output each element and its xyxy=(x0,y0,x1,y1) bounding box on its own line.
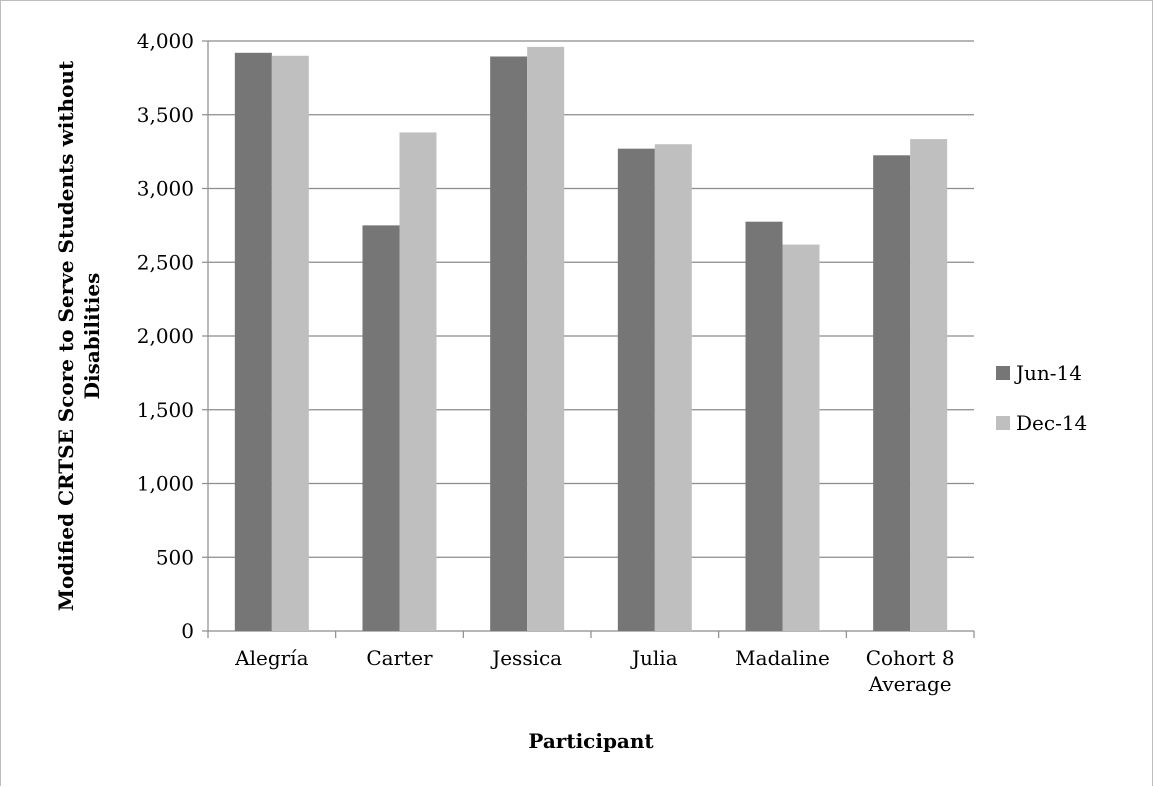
legend-swatch-dec-14 xyxy=(996,416,1010,430)
x-tick-label: Julia xyxy=(630,646,678,670)
x-axis-title: Participant xyxy=(528,729,654,753)
y-tick-label: 2,000 xyxy=(137,324,194,348)
bar-dec-14 xyxy=(782,244,820,632)
bar-dec-14 xyxy=(910,139,948,631)
x-tick-label: Madaline xyxy=(735,646,830,670)
y-tick-label: 3,000 xyxy=(137,177,194,201)
x-tick-label: Average xyxy=(868,672,952,696)
bar-dec-14 xyxy=(527,46,565,631)
y-tick-label: 2,500 xyxy=(137,250,194,274)
y-tick-label: 4,000 xyxy=(137,29,194,53)
y-tick-label: 500 xyxy=(156,545,194,569)
bar-dec-14 xyxy=(399,132,437,631)
legend-label: Dec-14 xyxy=(1016,411,1087,435)
x-tick-label: Jessica xyxy=(490,646,562,670)
bar-dec-14 xyxy=(654,144,692,631)
y-axis-title-line: Modified CRTSE Score to Serve Students w… xyxy=(54,60,78,611)
x-tick-label: Cohort 8 xyxy=(866,646,955,670)
bar-dec-14 xyxy=(271,55,309,631)
bar-jun-14 xyxy=(873,155,911,631)
bar-jun-14 xyxy=(745,221,783,631)
legend-swatch-jun-14 xyxy=(996,366,1010,380)
y-axis-title-line: Disabilities xyxy=(80,273,104,400)
bar-jun-14 xyxy=(490,56,528,632)
x-tick-label: Alegría xyxy=(234,646,308,670)
bar-jun-14 xyxy=(362,225,400,631)
y-tick-label: 1,000 xyxy=(137,472,194,496)
y-tick-label: 3,500 xyxy=(137,103,194,127)
bar-jun-14 xyxy=(234,52,272,632)
y-axis-title: Modified CRTSE Score to Serve Students w… xyxy=(54,60,104,611)
legend-label: Jun-14 xyxy=(1014,361,1082,385)
x-tick-label: Carter xyxy=(366,646,433,670)
y-tick-label: 1,500 xyxy=(137,398,194,422)
y-tick-label: 0 xyxy=(181,619,194,643)
bar-jun-14 xyxy=(617,148,655,632)
